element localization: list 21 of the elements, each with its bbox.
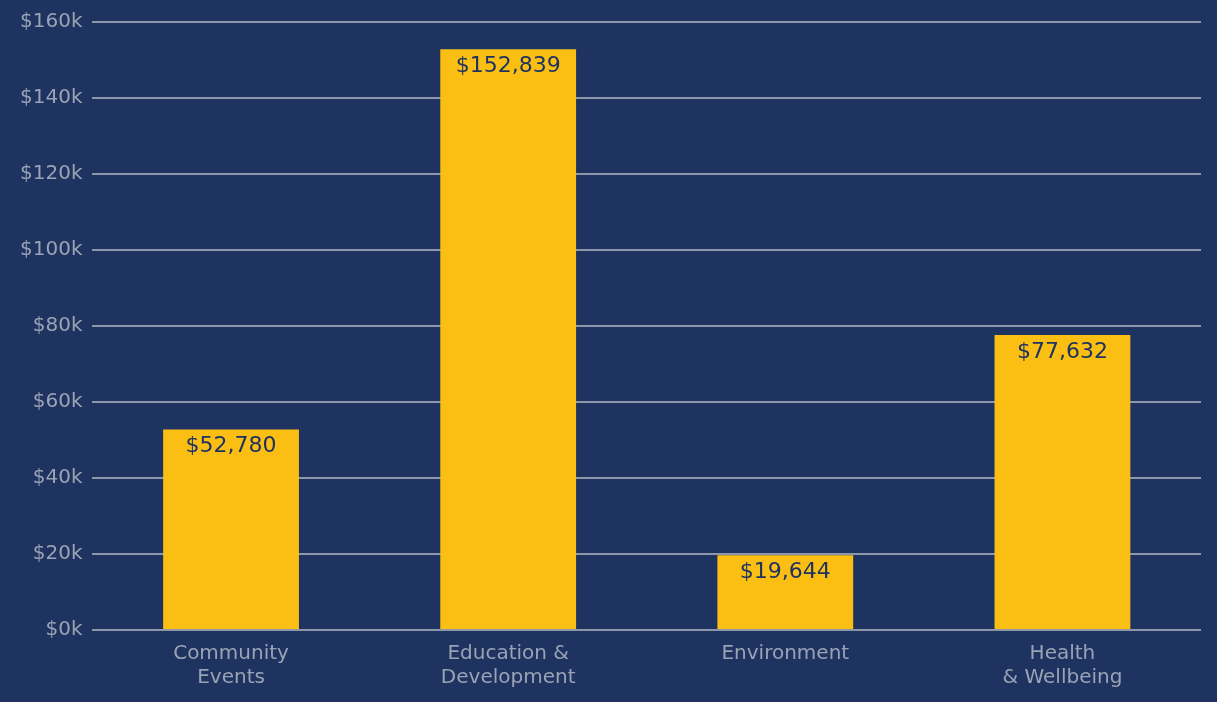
x-tick-label: Education & Development: [440, 640, 576, 689]
y-tick-label: $60k: [32, 388, 83, 413]
data-label: $19,644: [739, 558, 831, 584]
y-tick-label: $40k: [32, 464, 83, 489]
y-tick-label: $0k: [45, 616, 83, 641]
y-tick-label: $20k: [32, 540, 83, 565]
data-label: $52,780: [185, 432, 277, 458]
data-label: $77,632: [1016, 337, 1108, 363]
bar: [717, 555, 854, 629]
bar: [994, 335, 1131, 629]
bar: [163, 429, 299, 629]
x-tick-label: Environment: [721, 640, 850, 665]
y-tick-label: $80k: [32, 312, 83, 337]
y-tick-label: $120k: [20, 160, 83, 185]
x-tick-label: Health & Wellbeing: [1002, 640, 1123, 689]
y-tick-label: $100k: [20, 236, 83, 261]
y-tick-label: $160k: [20, 8, 83, 33]
bar: [440, 49, 577, 629]
data-label: $152,839: [455, 51, 561, 77]
y-tick-label: $140k: [20, 84, 83, 109]
x-tick-label: Community Events: [173, 640, 290, 689]
